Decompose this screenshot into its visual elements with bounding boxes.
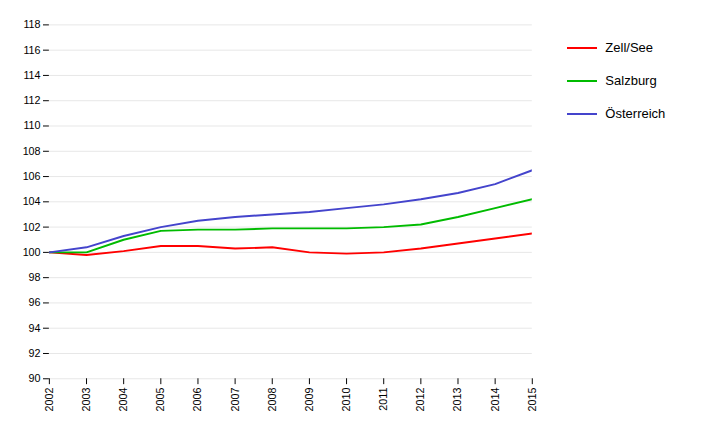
html-text:Österreich: Österreich [605,106,666,121]
svg-text:2014: 2014 [489,388,501,412]
svg-text:2002: 2002 [43,388,55,412]
svg-text:92: 92 [29,347,41,359]
svg-text:108: 108 [23,145,41,157]
svg-text:116: 116 [23,44,40,56]
svg-text:2015: 2015 [526,388,538,412]
svg-text:2003: 2003 [80,388,92,412]
svg-text:112: 112 [23,94,40,106]
svg-text:2005: 2005 [154,388,166,412]
svg-text:96: 96 [29,296,41,308]
svg-text:2011: 2011 [377,388,389,411]
svg-text:98: 98 [29,271,41,283]
html-text:Zell/See: Zell/See [605,40,654,55]
svg-text:114: 114 [23,69,40,81]
svg-text:90: 90 [29,372,41,384]
svg-text:2008: 2008 [266,388,278,412]
svg-text:118: 118 [23,18,40,30]
svg-text:2004: 2004 [117,388,129,412]
svg-text:2007: 2007 [229,388,241,412]
svg-text:2006: 2006 [191,388,203,412]
svg-text:102: 102 [23,221,41,233]
html-text:Salzburg: Salzburg [605,73,657,88]
svg-text:104: 104 [23,195,41,207]
svg-text:110: 110 [23,119,40,131]
svg-text:2010: 2010 [340,388,352,412]
svg-text:100: 100 [23,246,41,258]
svg-text:94: 94 [29,322,41,334]
svg-text:2013: 2013 [451,388,463,412]
svg-text:106: 106 [23,170,41,182]
svg-text:2012: 2012 [414,388,426,412]
svg-text:2009: 2009 [303,388,315,412]
